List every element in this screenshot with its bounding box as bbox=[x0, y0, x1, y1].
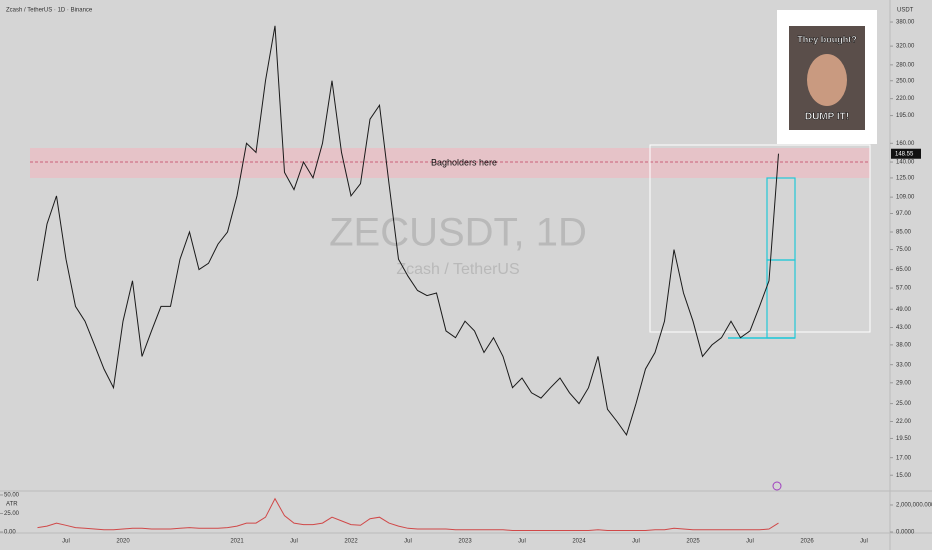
y-tick-label: 25.00 bbox=[4, 511, 20, 517]
meme-face bbox=[807, 54, 847, 106]
y-tick-label: 43.00 bbox=[896, 325, 912, 331]
y-tick-label: 280.00 bbox=[896, 62, 915, 68]
y-tick-label: 19.50 bbox=[896, 436, 912, 442]
y-tick-label: 250.00 bbox=[896, 78, 915, 84]
y2-tick-label: 2,000,000.0000 bbox=[896, 503, 932, 509]
y-tick-label: 33.00 bbox=[896, 362, 912, 368]
x-tick-label: 2023 bbox=[458, 539, 472, 545]
unit-label: USDT bbox=[897, 8, 914, 14]
y-tick-label: 140.00 bbox=[896, 160, 915, 166]
last-price-label: 148.55 bbox=[895, 151, 914, 157]
y-tick-label: 49.00 bbox=[896, 307, 912, 313]
series-line bbox=[37, 497, 779, 531]
x-tick-label: Jul bbox=[860, 539, 868, 545]
watermark-subtitle: Zcash / TetherUS bbox=[396, 261, 519, 278]
y-tick-label: 25.00 bbox=[896, 401, 912, 407]
meme-caption: DUMP IT! bbox=[805, 112, 849, 123]
x-tick-label: Jul bbox=[404, 539, 412, 545]
y-tick-label: 220.00 bbox=[896, 96, 915, 102]
chart-title: Zcash / TetherUS · 1D · Binance bbox=[6, 8, 93, 14]
y-tick-label: 17.00 bbox=[896, 455, 912, 461]
x-tick-label: Jul bbox=[632, 539, 640, 545]
y-tick-label: 57.00 bbox=[896, 286, 912, 292]
event-marker[interactable] bbox=[772, 481, 782, 491]
y-tick-label: 15.00 bbox=[896, 473, 912, 479]
x-tick-label: Jul bbox=[62, 539, 70, 545]
y-tick-label: 97.00 bbox=[896, 211, 912, 217]
x-tick-label: Jul bbox=[290, 539, 298, 545]
y-tick-label: 160.00 bbox=[896, 141, 915, 147]
y-tick-label: 320.00 bbox=[896, 44, 915, 50]
y2-tick-label: 0.0000 bbox=[896, 530, 915, 536]
x-tick-label: 2024 bbox=[572, 539, 586, 545]
y-tick-label: 0.00 bbox=[4, 530, 16, 536]
y-tick-label: 380.00 bbox=[896, 20, 915, 26]
x-tick-label: 2022 bbox=[344, 539, 358, 545]
y-tick-label: 75.00 bbox=[896, 247, 912, 253]
x-tick-label: 2026 bbox=[800, 539, 814, 545]
x-tick-label: Jul bbox=[746, 539, 754, 545]
y-tick-label: 109.00 bbox=[896, 195, 915, 201]
watermark: ZECUSDT, 1D bbox=[329, 211, 587, 255]
x-tick-label: Jul bbox=[518, 539, 526, 545]
y-tick-label: 29.00 bbox=[896, 380, 912, 386]
zone-label: Bagholders here bbox=[431, 157, 497, 167]
x-tick-label: 2020 bbox=[116, 539, 130, 545]
y-tick-label: 38.00 bbox=[896, 342, 912, 348]
y-tick-label: 65.00 bbox=[896, 267, 912, 273]
y-tick-label: 125.00 bbox=[896, 176, 915, 182]
x-tick-label: 2025 bbox=[686, 539, 700, 545]
range-box bbox=[649, 144, 871, 333]
y-tick-label: 50.00 bbox=[4, 493, 20, 499]
x-tick-label: 2021 bbox=[230, 539, 244, 545]
y-tick-label: 195.00 bbox=[896, 113, 915, 119]
y-tick-label: 22.00 bbox=[896, 419, 912, 425]
indicator-title: ATR bbox=[6, 502, 18, 508]
last-price-tag bbox=[891, 148, 921, 159]
meme-caption: They bought? bbox=[797, 34, 857, 44]
y-tick-label: 85.00 bbox=[896, 230, 912, 236]
bagholder-zone bbox=[30, 148, 870, 178]
series-line bbox=[37, 25, 779, 437]
